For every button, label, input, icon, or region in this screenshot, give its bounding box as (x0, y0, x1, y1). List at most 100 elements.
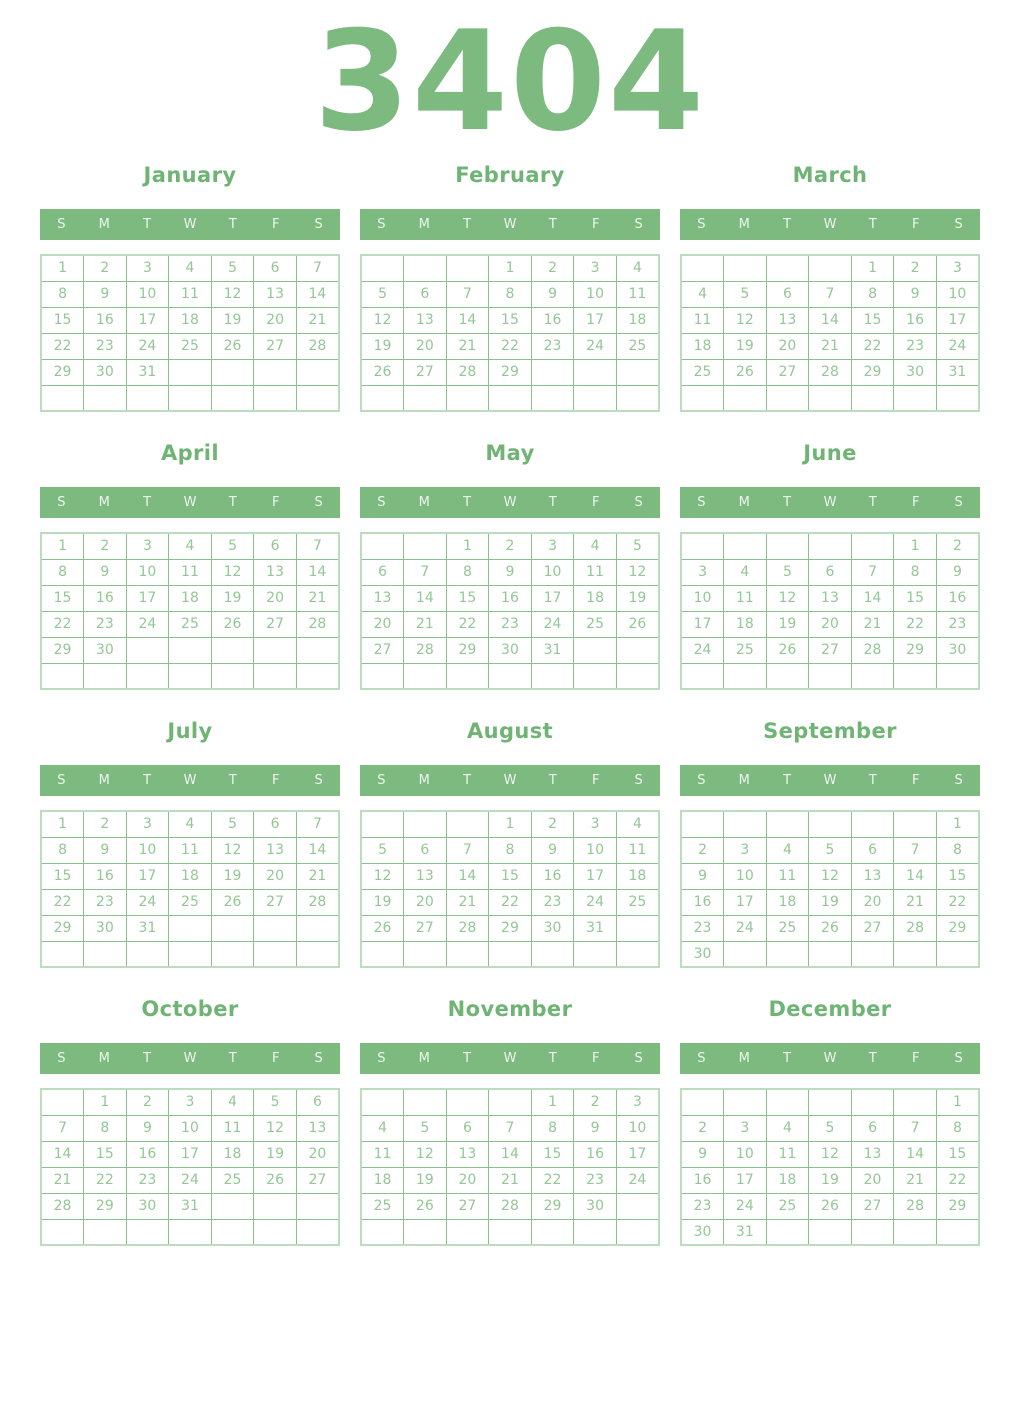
empty-day-cell (723, 940, 767, 968)
weekday-cell: F (911, 1051, 920, 1066)
day-cell: 19 (210, 306, 255, 334)
day-cell: 18 (615, 306, 660, 334)
empty-day-cell (765, 532, 810, 560)
day-cell: 23 (680, 914, 725, 942)
empty-day-cell (125, 940, 170, 968)
month-title: December (768, 997, 892, 1021)
week-row: 4 5 6 7 8 9 10 (360, 1114, 660, 1142)
empty-day-cell (40, 940, 85, 968)
week-row: 25 26 27 28 29 30 (360, 1192, 660, 1220)
empty-day-cell (403, 384, 447, 412)
empty-day-cell (445, 1088, 490, 1116)
day-cell: 19 (360, 332, 405, 360)
weekday-cell: W (503, 217, 517, 232)
empty-day-cell (83, 662, 127, 690)
empty-day-cell (850, 532, 895, 560)
day-cell: 11 (765, 1140, 810, 1168)
day-cell: 13 (808, 584, 852, 612)
day-cell: 3 (125, 532, 170, 560)
day-cell: 28 (295, 332, 340, 360)
day-cell: 11 (168, 558, 212, 586)
day-cell: 26 (723, 358, 767, 386)
empty-day-cell (615, 940, 660, 968)
day-cell: 17 (573, 862, 617, 890)
week-row: 22 23 24 25 26 27 28 (40, 888, 340, 916)
weekday-cell: S (57, 773, 66, 788)
empty-day-cell (680, 254, 725, 282)
day-cell: 26 (403, 1192, 447, 1220)
day-cell: 29 (488, 914, 532, 942)
day-cell: 31 (530, 636, 575, 664)
day-cell: 22 (935, 888, 980, 916)
day-cell: 12 (210, 280, 255, 308)
month-grid-body: 1 2 3 4 5 6 7 8 9 10 11 12 13 14 15 16 17 18 19 20 21 22 23 24 2… (360, 1088, 660, 1246)
day-cell: 12 (808, 862, 852, 890)
day-cell: 9 (83, 558, 127, 586)
empty-day-cell (210, 662, 255, 690)
calendar-grid: 1 2 3 4 5 6 7 8 9 10 11 12 13 14 15 16 17 18 19 20 21 22 23 24 2… (680, 532, 980, 690)
day-cell: 1 (488, 254, 532, 282)
weekday-cell: S (954, 495, 963, 510)
day-cell: 25 (210, 1166, 255, 1194)
week-row (680, 662, 980, 690)
weekday-cell: S (697, 773, 706, 788)
empty-day-cell (488, 384, 532, 412)
empty-day-cell (83, 940, 127, 968)
month-title: February (455, 163, 565, 187)
empty-day-cell (253, 384, 297, 412)
day-cell: 27 (445, 1192, 490, 1220)
month-title: January (143, 163, 237, 187)
day-cell: 14 (445, 862, 490, 890)
empty-day-cell (850, 1088, 895, 1116)
day-cell: 14 (893, 1140, 937, 1168)
empty-day-cell (680, 532, 725, 560)
day-cell: 11 (723, 584, 767, 612)
empty-day-cell (210, 636, 255, 664)
calendar-grid: 1 2 3 4 5 6 7 8 9 10 11 12 13 14 15 16 17 18 19 20 21 22 23 24 2… (40, 1088, 340, 1246)
day-cell: 11 (765, 862, 810, 890)
day-cell: 2 (83, 532, 127, 560)
day-cell: 7 (403, 558, 447, 586)
day-cell: 23 (83, 888, 127, 916)
week-row: 29 30 31 (40, 914, 340, 942)
empty-day-cell (445, 662, 490, 690)
weekday-cell: T (783, 495, 792, 510)
week-row: 24 25 26 27 28 29 30 (680, 636, 980, 664)
weekday-cell: F (271, 1051, 280, 1066)
day-cell: 28 (40, 1192, 85, 1220)
empty-day-cell (530, 1218, 575, 1246)
day-cell: 10 (125, 558, 170, 586)
week-row: 28 29 30 31 (40, 1192, 340, 1220)
day-cell: 3 (573, 810, 617, 838)
day-cell: 1 (488, 810, 532, 838)
empty-day-cell (253, 914, 297, 942)
empty-day-cell (210, 914, 255, 942)
empty-day-cell (295, 1192, 340, 1220)
week-row: 12 13 14 15 16 17 18 (360, 306, 660, 334)
week-row: 27 28 29 30 31 (360, 636, 660, 664)
week-row: 17 18 19 20 21 22 23 (680, 610, 980, 638)
empty-day-cell (403, 532, 447, 560)
day-cell: 1 (893, 532, 937, 560)
week-row: 15 16 17 18 19 20 21 (40, 862, 340, 890)
day-cell: 10 (723, 1140, 767, 1168)
week-row: 6 7 8 9 10 11 12 (360, 558, 660, 586)
empty-day-cell (765, 810, 810, 838)
empty-day-cell (253, 662, 297, 690)
day-cell: 21 (295, 584, 340, 612)
day-cell: 16 (680, 888, 725, 916)
day-cell: 30 (125, 1192, 170, 1220)
week-row: 5 6 7 8 9 10 11 (360, 280, 660, 308)
empty-day-cell (808, 532, 852, 560)
empty-day-cell (360, 532, 405, 560)
day-cell: 12 (360, 862, 405, 890)
day-cell: 3 (680, 558, 725, 586)
empty-day-cell (530, 358, 575, 386)
empty-day-cell (615, 384, 660, 412)
